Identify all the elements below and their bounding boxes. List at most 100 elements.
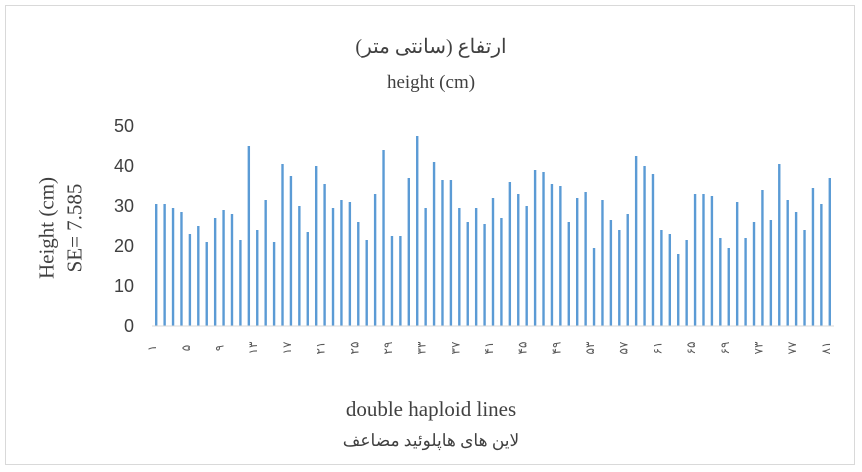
bar [458,208,461,326]
bar [508,182,512,326]
bar [357,222,360,326]
bar [264,200,267,326]
bar [525,206,528,326]
bar [180,212,183,326]
bar [576,198,579,326]
bar [314,166,318,326]
bar [474,208,478,326]
x-tick-label: ۱۳ [246,341,260,354]
bar [432,162,436,326]
bar [382,150,385,326]
bar [466,222,469,326]
bar [272,242,276,326]
x-tick-label: ۷۳ [751,341,765,354]
bar [230,214,234,326]
bar [677,254,680,326]
bar [592,248,596,326]
bar [155,204,158,326]
bar [761,190,764,326]
x-tick-label: ۵۷ [617,341,631,354]
x-tick-label: ۹ [213,345,227,351]
bar [769,220,773,326]
x-tick-label: ۸۱ [819,342,833,355]
bar [634,156,638,326]
bar [660,230,663,326]
x-tick-label: ۵۳ [583,341,597,354]
chart-subtitle: height (cm) [386,72,476,93]
bar [710,196,714,326]
bar [794,212,798,326]
x-axis-label-persian: لاین های هاپلوئید مضاعف [342,431,520,450]
bar [298,206,301,326]
bar [626,214,629,326]
bar [744,238,747,326]
y-tick-label: 10 [114,276,134,296]
x-tick-label: ۴۵ [516,342,530,355]
bar [735,202,739,326]
bar [407,178,410,326]
bar [373,194,377,326]
bar [517,194,520,326]
bar [289,176,293,326]
x-tick-label: ۶۹ [718,342,732,355]
bar [483,224,486,326]
bar [609,220,613,326]
bar [559,186,562,326]
bar [584,192,587,326]
x-tick-label: ۲۱ [314,342,328,355]
bar [820,204,823,326]
bar [188,234,192,326]
bar [601,200,604,326]
y-tick-label: 20 [114,236,134,256]
x-tick-label: ۴۹ [549,342,563,355]
bar [205,242,208,326]
bar [651,174,655,326]
bar [281,164,284,326]
bar [542,172,545,326]
bar [491,198,495,326]
x-tick-label: ۲۵ [347,342,361,355]
bar [500,218,503,326]
bar [752,222,756,326]
y-tick-label: 0 [124,316,134,336]
bar [533,170,537,326]
bar [449,180,453,326]
bar [197,226,200,326]
bar [331,208,335,326]
x-tick-label: ۱۷ [280,341,294,354]
bar [390,236,394,326]
x-tick-label: ۴۱ [482,342,496,355]
bar [323,184,326,326]
y-tick-label: 30 [114,196,134,216]
bar [340,200,343,326]
bar [222,210,225,326]
bar [247,146,251,326]
bar [416,136,419,326]
bar [424,208,427,326]
bar [365,240,368,326]
bar [399,236,402,326]
x-tick-label: ۳۳ [415,341,429,354]
x-tick-label: ۶۱ [650,342,664,355]
x-tick-label: ۵ [179,345,193,351]
x-tick-label: ۳۷ [448,341,462,354]
bar [171,208,175,326]
bar [719,238,722,326]
bar [643,166,646,326]
bar [803,230,806,326]
x-tick-label: ۱ [145,345,159,351]
bar [239,240,242,326]
bar [811,188,815,326]
bar [550,184,554,326]
bar [702,194,705,326]
bar [828,178,831,326]
bar [693,194,697,326]
bar [778,164,781,326]
x-tick-label: ۶۵ [684,342,698,355]
bar [685,240,688,326]
bar [213,218,217,326]
y-tick-label: 40 [114,156,134,176]
bar [163,204,166,326]
chart-frame [5,5,855,465]
